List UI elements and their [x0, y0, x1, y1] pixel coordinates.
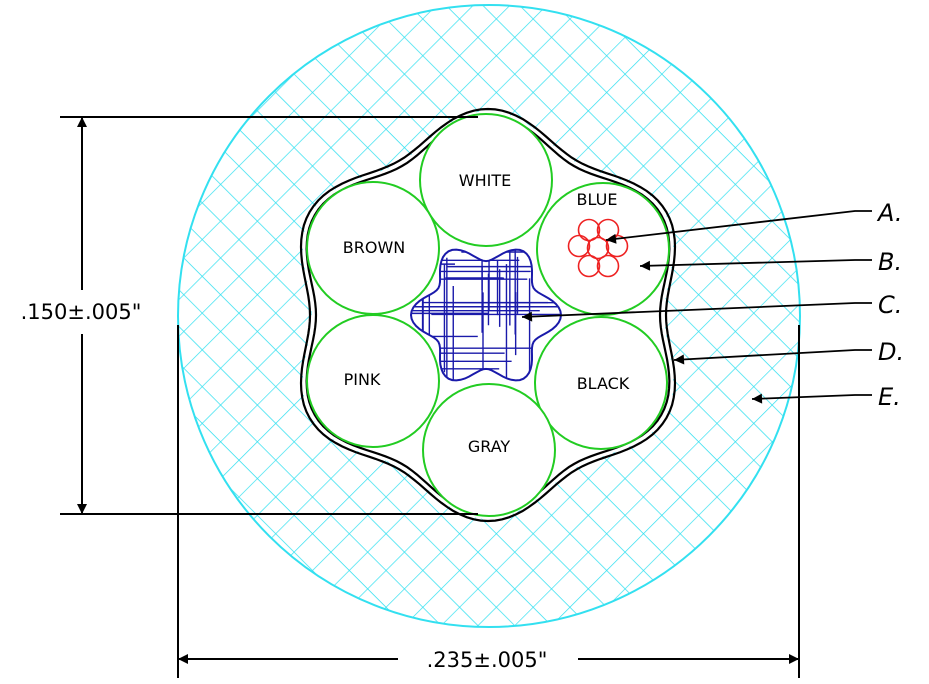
callout-d: D. — [673, 338, 904, 366]
conductor-pink: PINK — [306, 314, 440, 448]
conductor-gray: GRAY — [422, 383, 556, 517]
conductor-black: BLACK — [534, 316, 668, 450]
strand-wire — [577, 254, 601, 278]
height-dimension: .150±.005" — [21, 116, 478, 515]
conductor-label-white: WHITE — [459, 171, 511, 190]
callout-label-d: D. — [878, 338, 904, 366]
callout-label-c: C. — [878, 291, 902, 319]
conductor-brown: BROWN — [306, 181, 440, 315]
callout-label-a: A. — [876, 199, 903, 227]
shield-outer-line — [299, 107, 677, 523]
conductor-label-black: BLACK — [577, 374, 630, 393]
conductor-white: WHITE — [419, 113, 553, 247]
strand-wire — [577, 218, 601, 242]
strand-wire — [567, 234, 591, 258]
callout-label-b: B. — [878, 248, 902, 276]
conductor-blue: BLUE — [536, 182, 670, 316]
callout-c: C. — [521, 291, 902, 322]
strand-wire — [596, 254, 620, 278]
width-dimension: .235±.005" — [177, 325, 800, 678]
width-dimension-label: .235±.005" — [427, 648, 548, 672]
conductor-label-brown: BROWN — [343, 238, 405, 257]
callout-a: A. — [605, 199, 903, 244]
callout-label-e: E. — [878, 383, 901, 411]
callout-e: E. — [751, 383, 901, 411]
conductor-label-gray: GRAY — [468, 437, 511, 456]
callout-b: B. — [639, 248, 902, 276]
conductor-label-blue: BLUE — [577, 190, 618, 209]
strand-wire — [586, 236, 610, 260]
conductor-label-pink: PINK — [344, 370, 381, 389]
height-dimension-label: .150±.005" — [21, 300, 142, 324]
